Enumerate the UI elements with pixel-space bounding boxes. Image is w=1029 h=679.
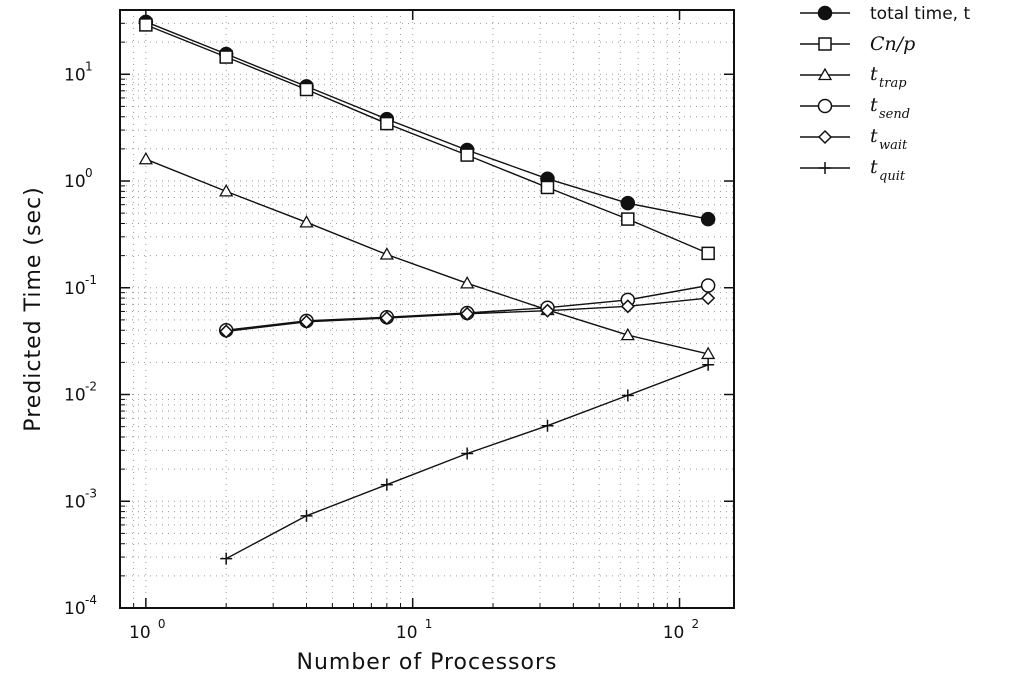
data-point-diamond bbox=[540, 303, 555, 318]
data-point-triangle bbox=[701, 346, 716, 360]
legend-marker-square bbox=[818, 37, 832, 51]
data-point-triangle bbox=[460, 276, 475, 289]
y-tick-exponent: -2 bbox=[85, 380, 97, 394]
data-point-triangle bbox=[138, 151, 153, 165]
data-point-triangle bbox=[299, 215, 314, 228]
plot-frame bbox=[119, 9, 735, 609]
y-axis-label: Predicted Time (sec) bbox=[21, 186, 46, 431]
data-point-diamond bbox=[701, 291, 716, 306]
data-point-plus bbox=[461, 447, 474, 460]
y-tick-label: 10 bbox=[64, 172, 86, 192]
x-tick-label: 10 bbox=[663, 623, 685, 643]
x-tick-exponent: 0 bbox=[158, 617, 166, 631]
legend-label-subscript: quit bbox=[879, 169, 906, 184]
y-tick-label: 10 bbox=[64, 279, 86, 299]
x-tick-exponent: 2 bbox=[692, 617, 700, 631]
x-tick-label: 10 bbox=[129, 623, 151, 643]
legend-entry: t trap bbox=[800, 63, 907, 91]
legend-label: Cn/p bbox=[870, 33, 915, 55]
data-point-plus bbox=[220, 552, 233, 565]
y-tick-label: 10 bbox=[64, 386, 86, 406]
series-line bbox=[145, 24, 709, 255]
legend-label-subscript: wait bbox=[879, 138, 908, 153]
data-point-circle bbox=[700, 278, 716, 293]
series-plus bbox=[220, 358, 715, 565]
legend-label: t bbox=[870, 125, 878, 147]
data-point-filled-circle bbox=[620, 195, 636, 211]
data-point-filled-circle bbox=[700, 211, 716, 227]
y-tick-label: 10 bbox=[64, 65, 86, 85]
data-point-square bbox=[701, 246, 715, 261]
x-tick-label: 10 bbox=[396, 623, 418, 643]
legend-marker-plus bbox=[819, 162, 831, 174]
data-point-diamond bbox=[379, 311, 394, 326]
legend-entry: t send bbox=[800, 94, 910, 122]
legend-entry: Cn/p bbox=[800, 33, 915, 55]
legend-label-subscript: trap bbox=[879, 76, 907, 91]
data-point-square bbox=[139, 18, 153, 32]
y-tick-exponent: 0 bbox=[85, 166, 93, 180]
y-tick-label: 10 bbox=[64, 599, 86, 619]
legend-label: t bbox=[870, 94, 878, 116]
legend-label-subscript: send bbox=[879, 107, 910, 122]
grid bbox=[119, 9, 734, 609]
legend-label: t bbox=[870, 156, 878, 178]
data-point-square bbox=[460, 148, 474, 162]
legend-entry: t quit bbox=[800, 156, 906, 184]
data-point-plus bbox=[300, 509, 313, 522]
axis-ticks: 10 0 10 1 10 210 -410 -310 -210 -110 010 1 bbox=[64, 9, 734, 643]
x-axis-label: Number of Processors bbox=[297, 650, 558, 675]
legend-label: t bbox=[870, 63, 878, 85]
series-diamond bbox=[219, 291, 716, 339]
legend-entry: total time, t bbox=[800, 4, 970, 24]
data-point-triangle bbox=[219, 184, 234, 197]
data-point-square bbox=[540, 180, 555, 195]
y-tick-label: 10 bbox=[64, 492, 86, 512]
y-tick-exponent: 1 bbox=[85, 59, 93, 73]
data-point-square bbox=[380, 116, 394, 131]
data-point-square bbox=[299, 82, 314, 97]
data-point-triangle bbox=[379, 247, 394, 260]
legend-marker-triangle bbox=[817, 67, 833, 81]
legend-marker-diamond bbox=[817, 129, 833, 145]
data-point-diamond bbox=[299, 314, 314, 329]
legend-label: total time, t bbox=[870, 4, 970, 24]
series-group bbox=[138, 14, 716, 565]
data-point-plus bbox=[702, 358, 715, 371]
data-point-diamond bbox=[620, 299, 635, 314]
series-line bbox=[225, 364, 709, 560]
y-tick-exponent: -3 bbox=[85, 486, 97, 500]
legend-marker-circle bbox=[817, 98, 833, 114]
data-point-triangle bbox=[620, 327, 635, 341]
series-line bbox=[145, 21, 709, 220]
data-point-plus bbox=[541, 419, 554, 432]
legend-marker-filled-circle bbox=[817, 5, 833, 21]
data-point-square bbox=[219, 50, 233, 64]
data-point-plus bbox=[621, 389, 634, 402]
data-point-diamond bbox=[460, 306, 475, 321]
x-tick-exponent: 1 bbox=[425, 617, 433, 631]
y-tick-exponent: -1 bbox=[85, 273, 97, 287]
legend-entry: t wait bbox=[800, 125, 908, 153]
data-point-diamond bbox=[219, 324, 234, 339]
y-tick-exponent: -4 bbox=[85, 593, 97, 607]
series-square bbox=[139, 18, 715, 261]
series-line bbox=[145, 158, 709, 355]
data-point-square bbox=[621, 212, 635, 226]
data-point-plus bbox=[380, 478, 393, 491]
